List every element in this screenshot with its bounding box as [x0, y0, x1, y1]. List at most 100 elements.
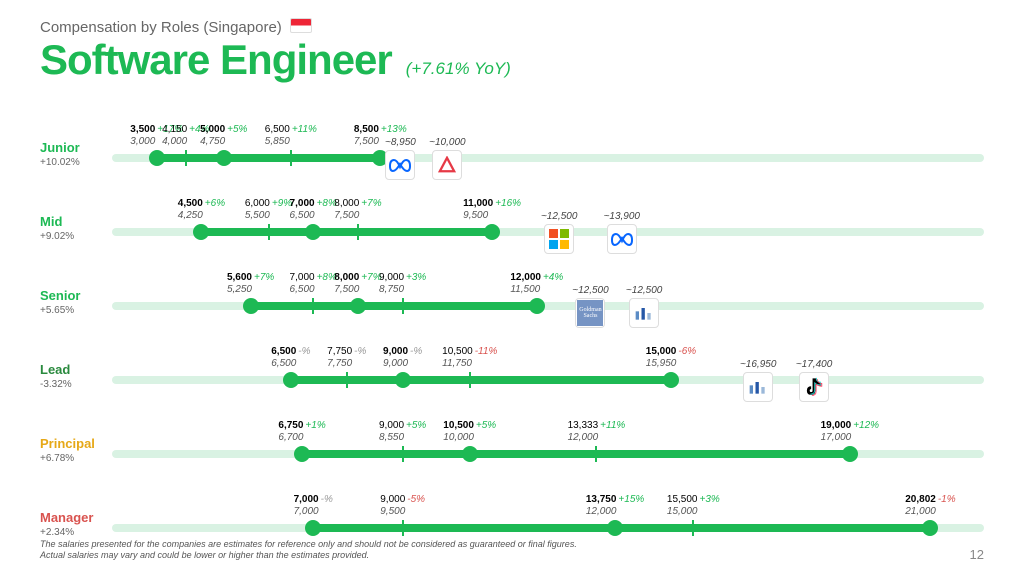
range-tick	[185, 150, 187, 166]
point-label: 15,500+3%15,000	[667, 494, 720, 518]
data-row: Mid+9.02%4,500+6%4,2506,000+9%5,5007,000…	[40, 182, 984, 256]
header: Compensation by Roles (Singapore) Softwa…	[0, 0, 1024, 84]
page-number: 12	[970, 547, 984, 562]
data-row: Junior+10.02%3,500+17%3,0004,150+4%4,000…	[40, 108, 984, 182]
point-label: 10,500-11%11,750	[442, 346, 497, 370]
range-tick	[402, 298, 404, 314]
range-dot	[305, 224, 321, 240]
role-name: Mid	[40, 214, 128, 229]
range-dot	[462, 446, 478, 462]
company-logo-triangle	[432, 150, 462, 180]
data-row: Lead-3.32%6,500-%6,5007,750-%7,7509,000-…	[40, 330, 984, 404]
point-label: 7,750-%7,750	[327, 346, 366, 370]
range-tick	[402, 446, 404, 462]
range-segment	[302, 450, 850, 458]
title-row: Software Engineer (+7.61% YoY)	[40, 36, 1024, 84]
range-segment	[157, 154, 381, 162]
company-logo-indeed	[743, 372, 773, 402]
range-dot	[193, 224, 209, 240]
range-track: 3,500+17%3,0004,150+4%4,0005,000+5%4,750…	[112, 154, 984, 162]
company-logo-tiktok	[799, 372, 829, 402]
role-name: Principal	[40, 436, 128, 451]
data-row: Senior+5.65%5,600+7%5,2507,000+8%6,5008,…	[40, 256, 984, 330]
page-title: Software Engineer	[40, 36, 392, 84]
company-logo-meta	[385, 150, 415, 180]
point-label: 5,000+5%4,750	[200, 124, 247, 148]
range-tick	[469, 372, 471, 388]
role-name: Lead	[40, 362, 128, 377]
point-label: 4,500+6%4,250	[178, 198, 225, 222]
range-track: 4,500+6%4,2506,000+9%5,5007,000+8%6,5008…	[112, 228, 984, 236]
yoy-label: (+7.61% YoY)	[406, 59, 511, 79]
range-dot	[216, 150, 232, 166]
disclaimer: The salaries presented for the companies…	[40, 539, 577, 562]
range-dot	[607, 520, 623, 536]
point-label: 6,750+1%6,700	[278, 420, 325, 444]
range-track: 6,500-%6,5007,750-%7,7509,000-%9,00010,5…	[112, 376, 984, 384]
range-dot	[294, 446, 310, 462]
range-tick	[268, 224, 270, 240]
range-tick	[346, 372, 348, 388]
company-logo-goldman: GoldmanSachs	[575, 298, 605, 328]
subtitle: Compensation by Roles (Singapore)	[40, 18, 1024, 36]
disclaimer-line1: The salaries presented for the companies…	[40, 539, 577, 551]
company-logo-meta	[607, 224, 637, 254]
point-label: 9,000-5%9,500	[380, 494, 425, 518]
range-track: 5,600+7%5,2507,000+8%6,5008,000+7%7,5009…	[112, 302, 984, 310]
point-label: 8,000+7%7,500	[334, 198, 381, 222]
point-label: 7,000-%7,000	[294, 494, 333, 518]
point-label: 9,000+5%8,550	[379, 420, 426, 444]
subtitle-text: Compensation by Roles (Singapore)	[40, 19, 282, 36]
range-tick	[402, 520, 404, 536]
range-segment	[291, 376, 671, 384]
approx-label: ~12,500	[572, 285, 608, 296]
company-logo-indeed	[629, 298, 659, 328]
range-track: 6,750+1%6,7009,000+5%8,55010,500+5%10,00…	[112, 450, 984, 458]
range-dot	[305, 520, 321, 536]
range-dot	[842, 446, 858, 462]
range-track: 7,000-%7,0009,000-5%9,50013,750+15%12,00…	[112, 524, 984, 532]
range-dot	[395, 372, 411, 388]
point-label: 19,000+12%17,000	[821, 420, 879, 444]
approx-label: ~8,950	[385, 137, 416, 148]
data-row: Principal+6.78%6,750+1%6,7009,000+5%8,55…	[40, 404, 984, 478]
range-dot	[663, 372, 679, 388]
point-label: 6,500+11%5,850	[265, 124, 317, 148]
point-label: 7,000+8%6,500	[290, 272, 337, 296]
range-dot	[283, 372, 299, 388]
role-name: Manager	[40, 510, 128, 525]
point-label: 9,000+3%8,750	[379, 272, 426, 296]
approx-label: ~16,950	[740, 359, 776, 370]
range-tick	[357, 224, 359, 240]
point-label: 15,000-6%15,950	[646, 346, 696, 370]
point-label: 20,802-1%21,000	[905, 494, 955, 518]
approx-label: ~12,500	[541, 211, 577, 222]
point-label: 12,000+4%11,500	[510, 272, 563, 296]
range-dot	[484, 224, 500, 240]
footer: The salaries presented for the companies…	[40, 539, 984, 562]
point-label: 11,000+16%9,500	[463, 198, 521, 222]
role-name: Senior	[40, 288, 128, 303]
range-tick	[595, 446, 597, 462]
disclaimer-line2: Actual salaries may vary and could be lo…	[40, 550, 577, 562]
range-segment	[251, 302, 537, 310]
role-name: Junior	[40, 140, 128, 155]
approx-label: ~12,500	[626, 285, 662, 296]
approx-label: ~10,000	[429, 137, 465, 148]
flag-icon	[290, 18, 312, 33]
point-label: 13,750+15%12,000	[586, 494, 644, 518]
point-label: 9,000-%9,000	[383, 346, 422, 370]
point-label: 7,000+8%6,500	[290, 198, 337, 222]
company-logo-microsoft	[544, 224, 574, 254]
approx-label: ~13,900	[604, 211, 640, 222]
range-tick	[312, 298, 314, 314]
point-label: 6,000+9%5,500	[245, 198, 292, 222]
range-dot	[149, 150, 165, 166]
range-dot	[350, 298, 366, 314]
range-dot	[243, 298, 259, 314]
point-label: 10,500+5%10,000	[443, 420, 496, 444]
range-tick	[692, 520, 694, 536]
point-label: 6,500-%6,500	[271, 346, 310, 370]
point-label: 13,333+11%12,000	[568, 420, 626, 444]
range-dot	[922, 520, 938, 536]
